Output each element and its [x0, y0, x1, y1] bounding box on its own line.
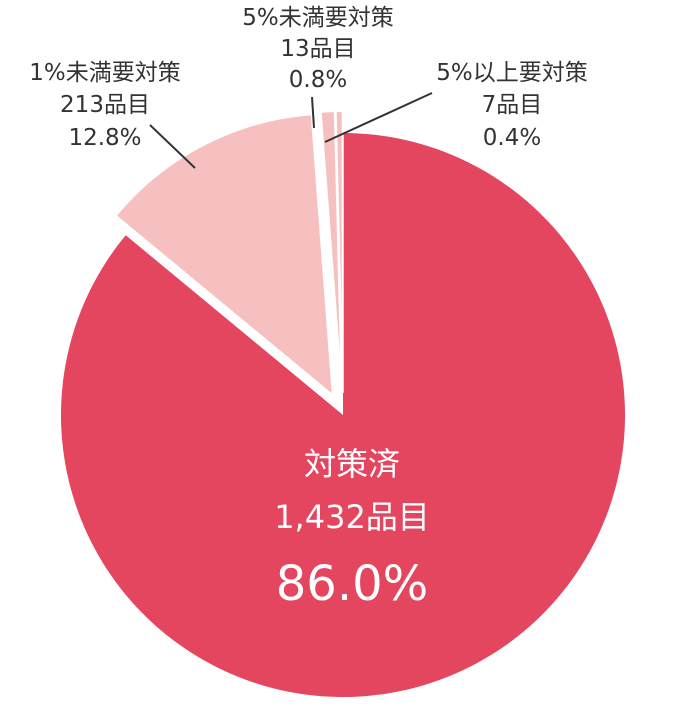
label-count: 213品目 — [60, 92, 150, 118]
slice-1pct-under — [114, 113, 335, 398]
pie-slices — [60, 110, 625, 698]
slice-taisakuzumi — [60, 133, 625, 698]
leader-line-5pct-under — [311, 96, 315, 129]
label-main: 対策済 1,432品目 86.0% — [274, 445, 430, 612]
slice-5pct-over — [334, 110, 344, 394]
label-percent: 0.8% — [289, 67, 347, 93]
leader-line-5pct-over — [324, 92, 433, 143]
label-5pct-over: 5%以上要対策 7品目 0.4% — [436, 60, 588, 151]
label-name: 5%以上要対策 — [436, 60, 588, 86]
label-name: 5%未満要対策 — [242, 5, 394, 31]
main-label-name: 対策済 — [304, 445, 400, 483]
label-count: 7品目 — [482, 92, 543, 118]
label-percent: 0.4% — [483, 125, 541, 151]
main-label-percent: 86.0% — [276, 556, 428, 612]
leader-lines — [149, 92, 433, 169]
label-percent: 12.8% — [68, 125, 141, 151]
label-name: 1%未満要対策 — [29, 60, 181, 86]
main-label-count: 1,432品目 — [274, 498, 430, 536]
label-1pct-under: 1%未満要対策 213品目 12.8% — [29, 60, 181, 151]
label-5pct-under: 5%未満要対策 13品目 0.8% — [242, 5, 394, 93]
label-count: 13品目 — [280, 36, 355, 62]
leader-line-1pct — [149, 124, 196, 169]
